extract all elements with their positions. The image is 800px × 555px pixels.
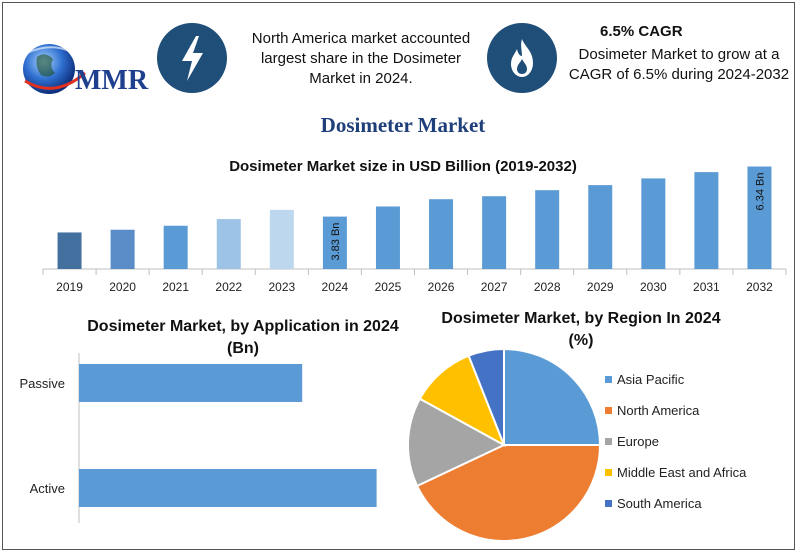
legend-label-asia-pacific: Asia Pacific xyxy=(617,372,685,387)
x-tick-label-2021: 2021 xyxy=(162,280,189,294)
cagr-description: Dosimeter Market to grow at a CAGR of 6.… xyxy=(568,46,790,83)
bar-2031 xyxy=(694,172,719,269)
bar-2022 xyxy=(216,219,241,269)
legend-swatch xyxy=(605,500,612,507)
flame-icon xyxy=(487,23,557,93)
bar-passive xyxy=(79,364,303,402)
pie-slice-north-america xyxy=(415,444,602,542)
brand-name: MMR xyxy=(75,65,149,96)
pie-slice-europe xyxy=(407,397,507,488)
x-tick-label-2028: 2028 xyxy=(534,280,561,294)
x-tick-label-2027: 2027 xyxy=(481,280,508,294)
application-bar-chart: Passive Active xyxy=(19,353,377,523)
bar-active xyxy=(79,469,377,507)
legend-swatch xyxy=(605,407,612,414)
legend-label-south-america: South America xyxy=(617,496,702,511)
market-size-bar-chart: 2019 2020 2021 2022 2023 2024 3.83 Bn 2025 2026 2… xyxy=(42,166,787,294)
legend-swatch xyxy=(605,469,612,476)
data-label-2032: 6.34 Bn xyxy=(754,173,766,211)
region-chart-title: Dosimeter Market, by Region In 2024 (%) xyxy=(441,310,721,349)
mmr-globe-logo-icon xyxy=(23,44,86,94)
region-pie-chart: Asia Pacific North America Europe Middle Ea… xyxy=(407,347,747,542)
legend-label-europe: Europe xyxy=(617,434,659,449)
page-title: Dosimeter Market xyxy=(320,113,486,137)
bar-2024 xyxy=(322,216,347,269)
bar-2028 xyxy=(535,190,560,269)
x-tick-label-2032: 2032 xyxy=(746,280,773,294)
bar-2027 xyxy=(482,196,507,269)
legend-label-north-america: North America xyxy=(617,403,700,418)
cagr-title: 6.5% CAGR xyxy=(600,23,683,40)
bar-2029 xyxy=(588,185,613,269)
x-tick-label-2020: 2020 xyxy=(109,280,136,294)
legend-label-middle-east-and-africa: Middle East and Africa xyxy=(617,465,747,480)
market-size-chart-title: Dosimeter Market size in USD Billion (20… xyxy=(229,158,577,175)
y-tick-label-passive: Passive xyxy=(19,376,65,391)
x-tick-label-2030: 2030 xyxy=(640,280,667,294)
bar-2030 xyxy=(641,178,666,269)
legend-swatch xyxy=(605,376,612,383)
north-america-info-text: North America market accounted largest s… xyxy=(251,30,471,87)
infographic-frame: MMR North America market accounted large… xyxy=(2,2,795,550)
pie-slice-asia-pacific xyxy=(503,347,602,446)
y-tick-label-active: Active xyxy=(30,481,65,496)
bar-2023 xyxy=(269,209,294,269)
legend-swatch xyxy=(605,438,612,445)
x-tick-label-2026: 2026 xyxy=(428,280,455,294)
bar-2025 xyxy=(375,206,400,269)
x-tick-label-2024: 2024 xyxy=(322,280,349,294)
x-tick-label-2019: 2019 xyxy=(56,280,83,294)
data-label-2024: 3.83 Bn xyxy=(330,223,342,261)
x-tick-label-2031: 2031 xyxy=(693,280,720,294)
bar-2019 xyxy=(57,232,82,269)
bar-2020 xyxy=(110,229,135,269)
bar-2026 xyxy=(429,199,454,269)
x-tick-label-2023: 2023 xyxy=(268,280,295,294)
lightning-bolt-icon xyxy=(157,23,227,93)
x-tick-label-2029: 2029 xyxy=(587,280,614,294)
bar-2021 xyxy=(163,225,188,269)
application-chart-title: Dosimeter Market, by Application in 2024… xyxy=(87,318,399,357)
bar-2032 xyxy=(747,166,772,269)
x-tick-label-2022: 2022 xyxy=(215,280,242,294)
x-tick-label-2025: 2025 xyxy=(375,280,402,294)
pie-slice-south-america xyxy=(467,347,505,446)
pie-slice-middle-east-and-africa xyxy=(418,354,506,448)
